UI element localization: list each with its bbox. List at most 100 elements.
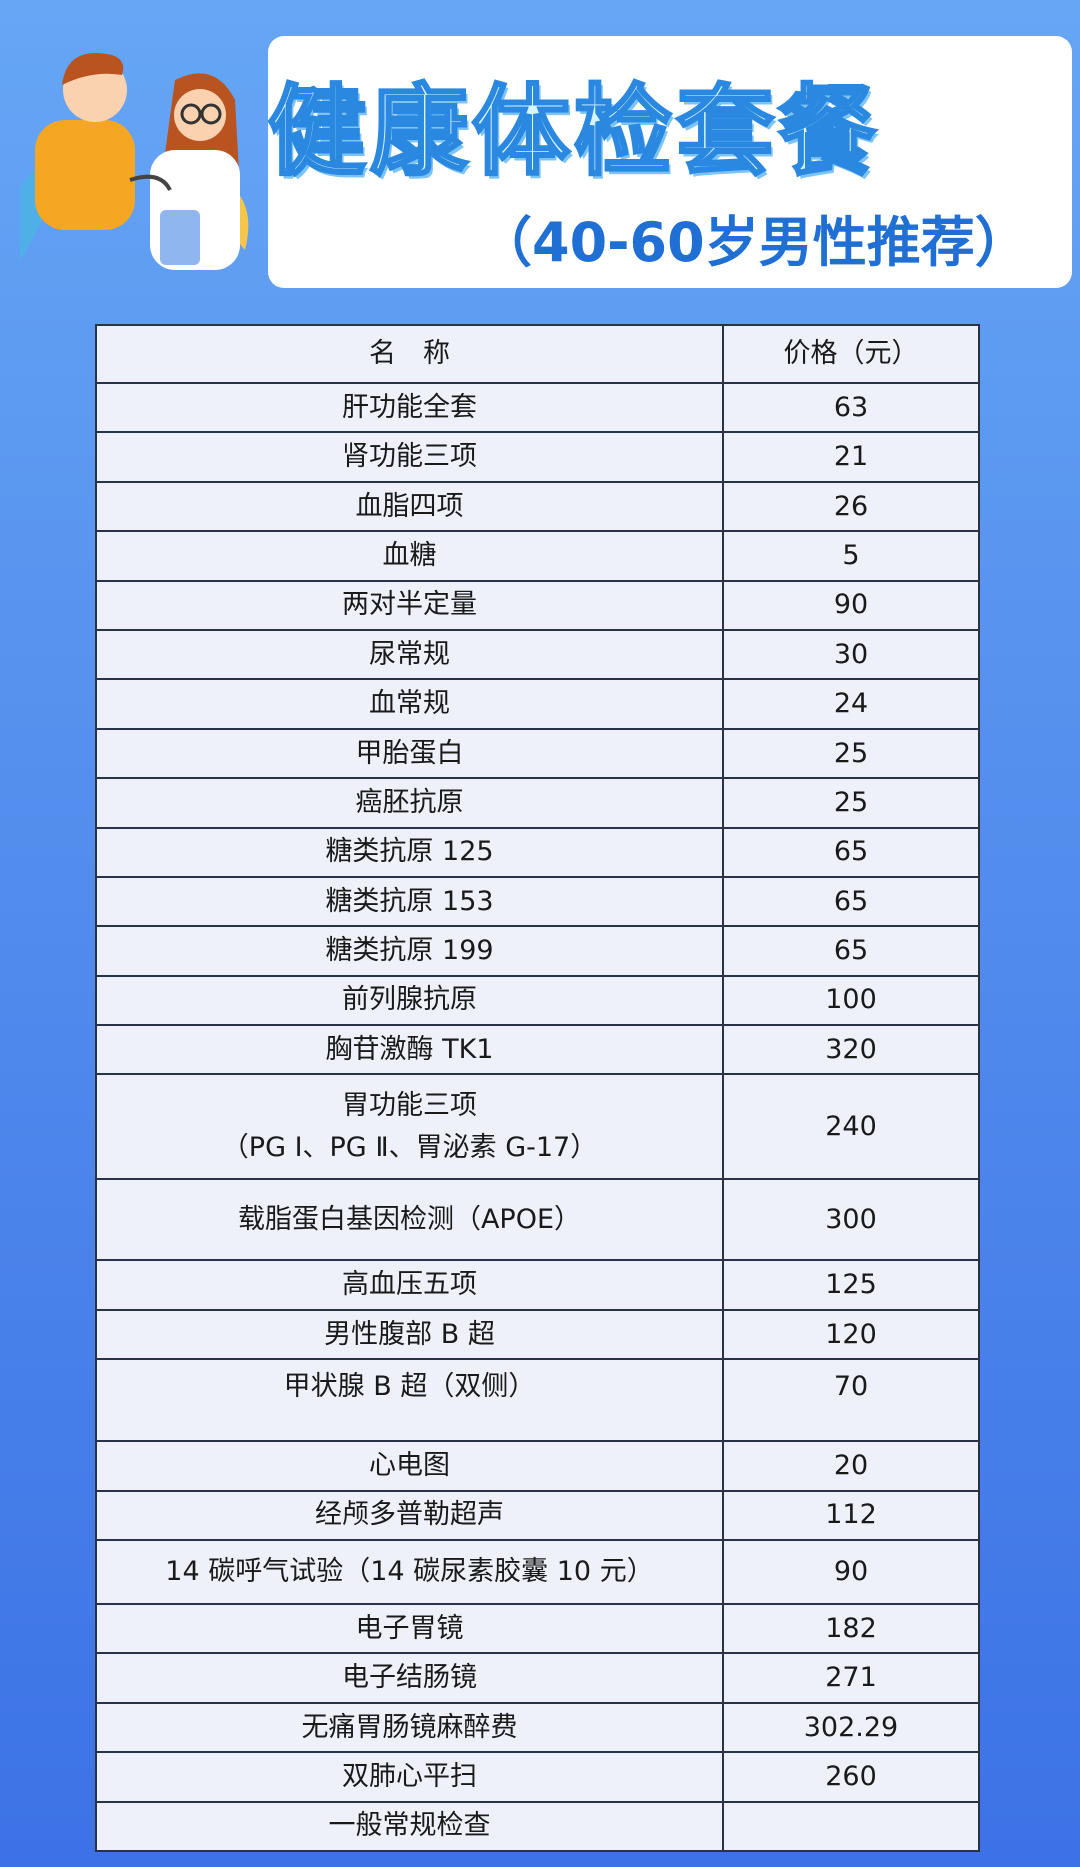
table-row: 肾功能三项 21 [95, 431, 980, 483]
item-name-text: 糖类抗原 125 [325, 836, 494, 868]
item-name-detail: （PG Ⅰ、PG Ⅱ、胃泌素 G-17） [221, 1131, 598, 1163]
item-price: 240 [722, 1073, 980, 1181]
item-name: 肾功能三项 [95, 431, 724, 483]
item-name-text: 肝功能全套 [342, 391, 477, 423]
table-row: 糖类抗原 199 65 [95, 925, 980, 977]
table-row: 双肺心平扫 260 [95, 1751, 980, 1803]
table-row: 经颅多普勒超声 112 [95, 1489, 980, 1542]
item-price: 65 [722, 875, 980, 928]
item-name-text: 肾功能三项 [342, 441, 477, 473]
item-name: 甲状腺 B 超（双侧） [95, 1358, 724, 1443]
item-name: 糖类抗原 125 [95, 826, 724, 878]
item-name: 血常规 [95, 678, 724, 730]
item-name-text: 经颅多普勒超声 [315, 1499, 504, 1531]
item-price: 30 [722, 628, 980, 681]
item-name: 载脂蛋白基因检测（APOE） [95, 1178, 724, 1262]
item-name-text: 胸苷激酶 TK1 [325, 1033, 494, 1065]
item-name-text: 双肺心平扫 [342, 1760, 477, 1792]
item-name-text: 心电图 [369, 1450, 450, 1482]
table-row: 心电图 20 [95, 1440, 980, 1492]
item-price: 271 [722, 1652, 980, 1704]
item-name-text: 前列腺抗原 [342, 984, 477, 1016]
item-price: 182 [722, 1603, 980, 1655]
item-name: 14 碳呼气试验（14 碳尿素胶囊 10 元） [95, 1539, 724, 1606]
item-name-text: 载脂蛋白基因检测（APOE） [237, 1204, 582, 1236]
item-name: 糖类抗原 199 [95, 925, 724, 977]
table-row: 血糖 5 [95, 530, 980, 582]
item-price: 26 [722, 480, 980, 533]
table-row: 糖类抗原 153 65 [95, 875, 980, 928]
title-card [268, 36, 1072, 288]
item-name-text: 甲胎蛋白 [355, 737, 464, 769]
item-name-text: 血常规 [369, 688, 450, 720]
item-name-text: 血脂四项 [355, 490, 464, 522]
item-name-text: 甲状腺 B 超（双侧） [283, 1371, 536, 1403]
column-header-price: 价格（元） [722, 324, 980, 384]
item-price: 90 [722, 1539, 980, 1606]
item-name-text: 糖类抗原 153 [325, 885, 494, 917]
item-name-text: 无痛胃肠镜麻醉费 [301, 1711, 518, 1743]
table-row: 血脂四项 26 [95, 480, 980, 533]
item-name: 胸苷激酶 TK1 [95, 1024, 724, 1076]
table-row: 甲状腺 B 超（双侧） 70 [95, 1358, 980, 1443]
table-row: 肝功能全套 63 [95, 381, 980, 434]
table-row: 胃功能三项 （PG Ⅰ、PG Ⅱ、胃泌素 G-17） 240 [95, 1073, 980, 1181]
page-subtitle: （40-60岁男性推荐） [478, 211, 1029, 274]
item-name: 双肺心平扫 [95, 1751, 724, 1803]
item-name: 肝功能全套 [95, 381, 724, 434]
table-row: 癌胚抗原 25 [95, 777, 980, 829]
item-name: 高血压五项 [95, 1259, 724, 1311]
item-price: 260 [722, 1751, 980, 1803]
table-row: 血常规 24 [95, 678, 980, 730]
item-name-text: 电子胃镜 [355, 1612, 464, 1644]
item-price: 65 [722, 925, 980, 977]
item-name-text: 胃功能三项 [342, 1090, 477, 1122]
item-price: 21 [722, 431, 980, 483]
item-price: 70 [722, 1358, 980, 1443]
table-row: 14 碳呼气试验（14 碳尿素胶囊 10 元） 90 [95, 1539, 980, 1606]
table-header: 名 称 价格（元） [95, 324, 980, 384]
table-row: 男性腹部 B 超 120 [95, 1308, 980, 1361]
item-name: 心电图 [95, 1440, 724, 1492]
item-name: 血糖 [95, 530, 724, 582]
item-name: 胃功能三项 （PG Ⅰ、PG Ⅱ、胃泌素 G-17） [95, 1073, 724, 1181]
item-price: 65 [722, 826, 980, 878]
item-name: 尿常规 [95, 628, 724, 681]
column-header-name: 名 称 [95, 324, 724, 384]
item-name-text: 高血压五项 [342, 1269, 477, 1301]
item-price: 25 [722, 727, 980, 780]
item-name-text: 血糖 [382, 539, 437, 571]
item-price: 125 [722, 1259, 980, 1311]
item-price [722, 1800, 980, 1852]
item-price: 25 [722, 777, 980, 829]
table-row: 高血压五项 125 [95, 1259, 980, 1311]
table-row: 胸苷激酶 TK1 320 [95, 1024, 980, 1076]
item-price: 100 [722, 974, 980, 1027]
item-name: 无痛胃肠镜麻醉费 [95, 1701, 724, 1754]
item-name-text: 14 碳呼气试验（14 碳尿素胶囊 10 元） [165, 1556, 654, 1588]
table-row: 前列腺抗原 100 [95, 974, 980, 1027]
table-row: 甲胎蛋白 25 [95, 727, 980, 780]
item-name: 前列腺抗原 [95, 974, 724, 1027]
item-name: 男性腹部 B 超 [95, 1308, 724, 1361]
table-row: 无痛胃肠镜麻醉费 302.29 [95, 1701, 980, 1754]
item-price: 20 [722, 1440, 980, 1492]
item-name: 电子结肠镜 [95, 1652, 724, 1704]
table-row: 一般常规检查 [95, 1800, 980, 1852]
table-row: 两对半定量 90 [95, 579, 980, 631]
table-row: 电子结肠镜 271 [95, 1652, 980, 1704]
item-name-text: 尿常规 [369, 638, 450, 670]
item-name: 电子胃镜 [95, 1603, 724, 1655]
item-price: 90 [722, 579, 980, 631]
item-price: 120 [722, 1308, 980, 1361]
item-price: 300 [722, 1178, 980, 1262]
table-row: 尿常规 30 [95, 628, 980, 681]
item-name: 经颅多普勒超声 [95, 1489, 724, 1542]
item-price: 112 [722, 1489, 980, 1542]
item-name-text: 癌胚抗原 [355, 786, 464, 818]
item-name-text: 电子结肠镜 [342, 1662, 477, 1694]
item-name: 癌胚抗原 [95, 777, 724, 829]
item-name-text: 一般常规检查 [328, 1810, 491, 1842]
page-title: 健康体检套餐 [266, 74, 881, 191]
item-name-text: 男性腹部 B 超 [324, 1318, 495, 1350]
